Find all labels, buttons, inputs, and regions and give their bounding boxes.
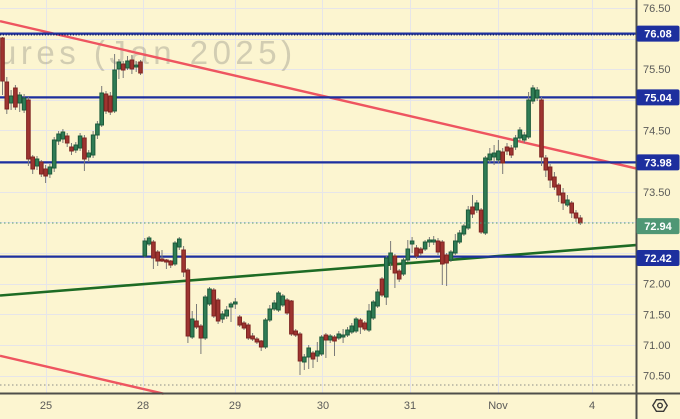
svg-text:74.50: 74.50 xyxy=(643,126,671,138)
svg-text:72.94: 72.94 xyxy=(644,221,672,233)
svg-text:75.50: 75.50 xyxy=(643,64,671,76)
svg-text:25: 25 xyxy=(40,400,52,412)
svg-text:76.08: 76.08 xyxy=(644,29,672,41)
svg-text:73.98: 73.98 xyxy=(644,157,672,169)
svg-text:Nov: Nov xyxy=(488,400,508,412)
svg-text:28: 28 xyxy=(137,400,149,412)
svg-text:29: 29 xyxy=(229,400,241,412)
svg-text:4: 4 xyxy=(589,400,595,412)
svg-text:31: 31 xyxy=(404,400,416,412)
svg-text:30: 30 xyxy=(317,400,329,412)
svg-text:ures (Jan 2025): ures (Jan 2025) xyxy=(0,34,297,71)
svg-text:76.50: 76.50 xyxy=(643,3,671,15)
svg-text:72.00: 72.00 xyxy=(643,279,671,291)
svg-text:75.04: 75.04 xyxy=(644,92,672,104)
svg-text:71.50: 71.50 xyxy=(643,309,671,321)
svg-text:70.50: 70.50 xyxy=(643,371,671,383)
svg-text:71.00: 71.00 xyxy=(643,340,671,352)
svg-text:73.50: 73.50 xyxy=(643,187,671,199)
svg-text:72.42: 72.42 xyxy=(644,253,672,265)
